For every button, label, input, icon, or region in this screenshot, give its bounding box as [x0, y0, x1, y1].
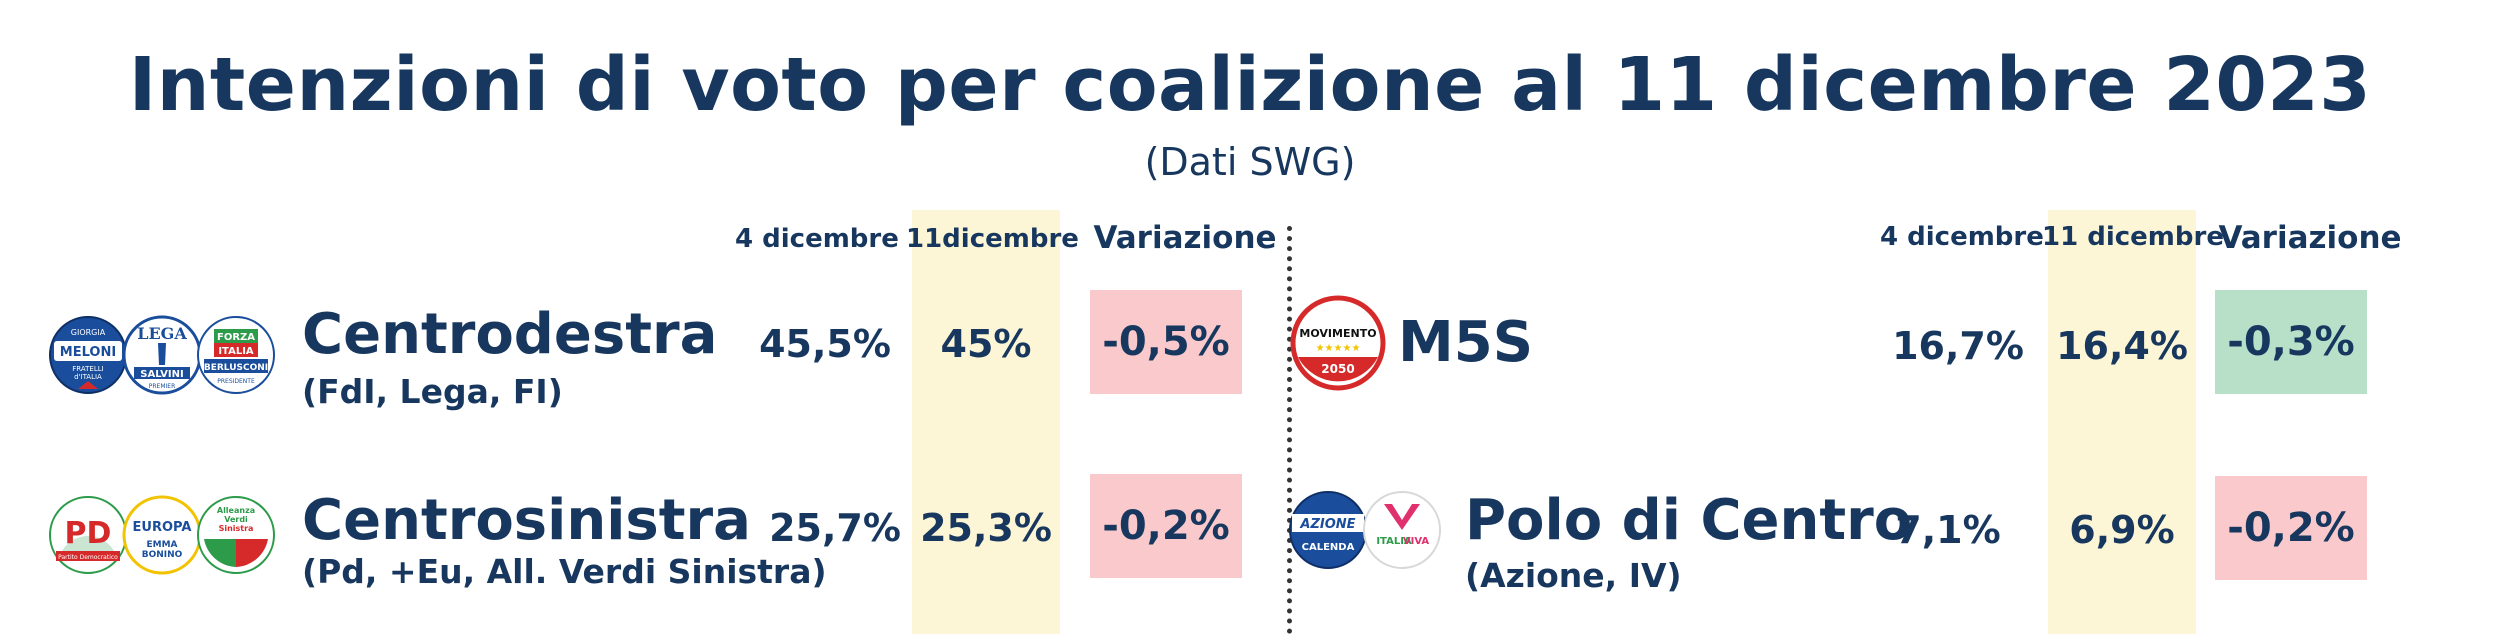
fi-line2: ITALIA [218, 346, 254, 357]
fdi-logo: GIORGIA MELONI FRATELLI d'ITALIA [49, 316, 127, 394]
europa-line3: BONINO [142, 550, 183, 560]
change-badge-centrodestra: -0,5% [1090, 290, 1242, 394]
highlight-column-left [912, 210, 1060, 634]
europa-line2: EMMA [146, 540, 177, 550]
value-prev-centrodestra: 45,5% [759, 322, 891, 366]
change-badge-centrosinistra: -0,2% [1090, 474, 1242, 578]
italia-viva-logo: ITALIA VIVA [1363, 491, 1441, 569]
header-change-right: Variazione [2218, 220, 2402, 256]
chart-subtitle: (Dati SWG) [1144, 140, 1356, 184]
fdi-line3: FRATELLI [72, 365, 103, 373]
forza-italia-logo: FORZA ITALIA BERLUSCONI PRESIDENTE [197, 316, 275, 394]
fdi-line2: MELONI [60, 345, 116, 360]
coalition-name-polo: Polo di Centro [1465, 488, 1913, 553]
change-badge-polo: -0,2% [2215, 476, 2367, 580]
europa-line1: EUROPA [133, 520, 192, 535]
coalition-name-centrosinistra: Centrosinistra [302, 488, 751, 553]
azione-line1: AZIONE [1299, 517, 1355, 532]
avs-line3: Sinistra [219, 524, 254, 533]
chart-title: Intenzioni di voto per coalizione al 11 … [128, 42, 2372, 128]
avs-line2: Verdi [224, 515, 248, 524]
header-change-left: Variazione [1093, 220, 1277, 256]
avs-logo: Alleanza Verdi Sinistra [197, 496, 275, 574]
column-divider [1287, 226, 1292, 634]
coalition-name-centrodestra: Centrodestra [302, 302, 718, 367]
coalition-name-m5s: M5S [1398, 310, 1534, 375]
fi-line3: BERLUSCONI [204, 363, 268, 373]
lega-line2: SALVINI [140, 369, 184, 380]
azione-logo: AZIONE CALENDA [1289, 491, 1367, 569]
value-prev-centrosinistra: 25,7% [769, 506, 901, 550]
centrodestra-logos: GIORGIA MELONI FRATELLI d'ITALIA LEGA SA… [48, 315, 276, 395]
pd-line2: Partito Democratico [58, 554, 118, 561]
m5s-line2: 2050 [1321, 362, 1354, 376]
fdi-line1: GIORGIA [71, 328, 106, 337]
azione-line2: CALENDA [1302, 542, 1355, 553]
piu-europa-logo: EUROPA EMMA BONINO [122, 495, 202, 575]
lega-line1: LEGA [137, 324, 187, 343]
centrosinistra-logos: PD Partito Democratico EUROPA EMMA BONIN… [48, 495, 276, 575]
m5s-logo: MOVIMENTO ★★★★★ 2050 [1290, 295, 1386, 391]
polo-logos: AZIONE CALENDA ITALIA VIVA [1288, 490, 1442, 570]
value-curr-centrodestra: 45% [940, 322, 1032, 366]
value-curr-centrosinistra: 25,3% [920, 506, 1052, 550]
coalition-parties-polo: (Azione, IV) [1465, 556, 1682, 595]
header-curr-left: 11dicembre [906, 224, 1079, 254]
header-prev-right: 4 dicembre [1880, 222, 2044, 252]
value-curr-polo: 6,9% [2069, 508, 2175, 552]
m5s-logos: MOVIMENTO ★★★★★ 2050 [1290, 295, 1386, 391]
fdi-line4: d'ITALIA [74, 373, 102, 381]
value-prev-m5s: 16,7% [1892, 324, 2024, 368]
header-prev-left: 4 dicembre [735, 224, 899, 254]
pd-line1: PD [65, 516, 112, 551]
change-badge-m5s: -0,3% [2215, 290, 2367, 394]
fi-line1: FORZA [217, 332, 255, 343]
lega-logo: LEGA SALVINI PREMIER [122, 315, 202, 395]
highlight-column-right [2048, 210, 2196, 634]
value-prev-polo: 7,1% [1895, 508, 2001, 552]
avs-line1: Alleanza [217, 506, 255, 515]
iv-line2: VIVA [1403, 536, 1430, 547]
value-curr-m5s: 16,4% [2056, 324, 2188, 368]
pd-logo: PD Partito Democratico [49, 496, 127, 574]
svg-text:★★★★★: ★★★★★ [1316, 343, 1361, 354]
coalition-parties-centrodestra: (FdI, Lega, FI) [302, 372, 563, 411]
fi-line4: PRESIDENTE [217, 378, 255, 385]
header-curr-right: 11 dicembre [2042, 222, 2224, 252]
coalition-parties-centrosinistra: (Pd, +Eu, All. Verdi Sinistra) [302, 552, 827, 591]
iv-line1: ITALIA [1376, 536, 1412, 547]
m5s-line1: MOVIMENTO [1299, 327, 1376, 340]
lega-line3: PREMIER [149, 383, 175, 390]
